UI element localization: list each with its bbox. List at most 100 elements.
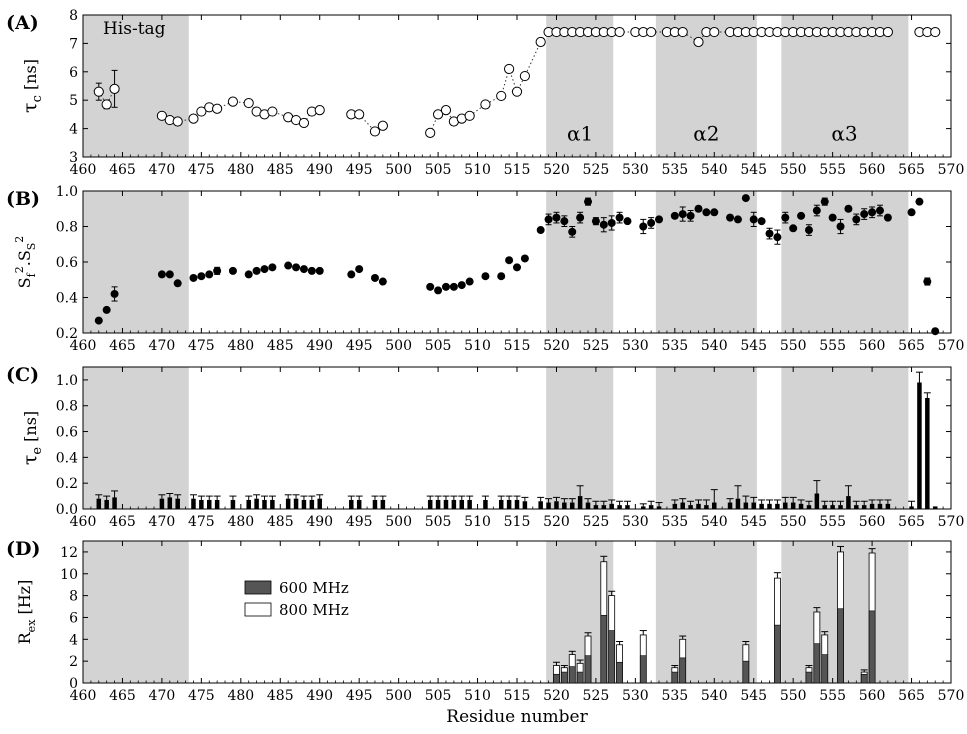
bar	[254, 498, 259, 509]
x-tick-label: 520	[543, 514, 570, 530]
y-tick-label: 0.2	[56, 326, 78, 342]
shaded-region	[655, 15, 757, 157]
bar-600mhz	[774, 624, 781, 684]
x-tick-label: 555	[819, 338, 846, 354]
x-tick-label: 550	[780, 162, 807, 178]
data-point	[505, 256, 514, 265]
data-point	[188, 113, 199, 124]
x-tick-label: 485	[267, 338, 294, 354]
bar	[199, 499, 204, 509]
x-tick-label: 480	[227, 688, 254, 704]
data-point	[355, 265, 364, 274]
x-tick-label: 540	[701, 338, 728, 354]
data-point	[465, 277, 474, 286]
data-point	[693, 36, 704, 48]
data-point	[299, 265, 308, 274]
legend-swatch	[244, 580, 272, 595]
x-tick-label: 520	[543, 688, 570, 704]
x-tick-label: 535	[661, 514, 688, 530]
bar	[356, 499, 362, 509]
data-point	[347, 270, 356, 279]
x-tick-label: 525	[583, 514, 610, 530]
x-tick-label: 495	[346, 514, 373, 530]
x-tick-label: 560	[859, 162, 886, 178]
data-point	[915, 197, 924, 206]
data-point	[536, 226, 545, 235]
data-point	[102, 305, 111, 314]
bar	[159, 498, 165, 509]
x-tick-label: 460	[70, 338, 97, 354]
x-tick-label: 500	[385, 688, 412, 704]
data-point	[511, 86, 523, 97]
shaded-region	[781, 367, 909, 509]
data-point	[441, 282, 450, 291]
data-point	[457, 281, 466, 290]
bar-600mhz	[813, 643, 821, 684]
bar	[562, 502, 567, 509]
bar-600mhz	[868, 610, 876, 684]
data-point	[173, 279, 182, 288]
data-point	[497, 272, 506, 281]
y-tick-label: 0.6	[56, 255, 78, 271]
bar	[585, 502, 591, 509]
x-tick-label: 565	[898, 688, 925, 704]
bar	[861, 505, 867, 509]
data-point	[789, 224, 798, 233]
bar	[909, 506, 914, 509]
y-tick-label: 7	[69, 36, 78, 52]
y-axis-label: Rex [Hz]	[15, 580, 38, 645]
data-point	[205, 270, 214, 279]
x-tick-label: 500	[385, 162, 412, 178]
x-tick-label: 500	[385, 338, 412, 354]
data-point	[197, 272, 206, 281]
bar	[648, 505, 654, 509]
bar	[285, 498, 291, 509]
panel-label: (A)	[6, 12, 39, 34]
x-tick-label: 510	[464, 338, 491, 354]
data-point	[464, 110, 475, 121]
data-point	[646, 26, 657, 38]
x-tick-label: 465	[109, 162, 136, 178]
data-point	[449, 282, 458, 291]
bar	[112, 497, 117, 509]
bar-600mhz	[837, 608, 844, 684]
x-tick-label: 475	[188, 688, 215, 704]
x-tick-label: 525	[583, 162, 610, 178]
data-point	[765, 229, 774, 238]
x-tick-label: 460	[70, 514, 97, 530]
data-point	[677, 26, 688, 38]
bar	[593, 505, 599, 509]
legend: 600 MHz 800 MHz	[244, 579, 349, 619]
data-point	[930, 26, 941, 38]
annotation-label: α3	[831, 121, 857, 145]
y-tick-label: 2	[69, 654, 78, 670]
panel-label: (D)	[6, 538, 40, 560]
shaded-region	[83, 541, 189, 683]
bar-600mhz	[860, 673, 868, 684]
bar	[577, 496, 583, 509]
x-tick-label: 460	[70, 162, 97, 178]
x-tick-label: 530	[622, 338, 649, 354]
x-tick-label: 565	[898, 514, 925, 530]
bar	[806, 505, 812, 509]
data-point	[513, 263, 521, 272]
bar	[838, 505, 843, 509]
bar	[230, 499, 236, 509]
bar	[814, 493, 820, 509]
x-tick-label: 530	[622, 514, 649, 530]
bar	[672, 503, 678, 509]
bar	[790, 502, 796, 509]
x-axis-label: Residue number	[446, 707, 588, 727]
y-tick-label: 8	[69, 8, 78, 24]
x-tick-label: 525	[583, 338, 610, 354]
data-point	[378, 277, 387, 286]
bar	[601, 505, 607, 509]
bar	[846, 496, 851, 509]
bar-600mhz	[616, 661, 623, 684]
shaded-region	[83, 191, 189, 333]
data-point	[907, 208, 916, 217]
y-tick-label: 0.8	[56, 220, 78, 236]
data-point	[520, 254, 529, 263]
bar-600mhz	[742, 660, 750, 684]
